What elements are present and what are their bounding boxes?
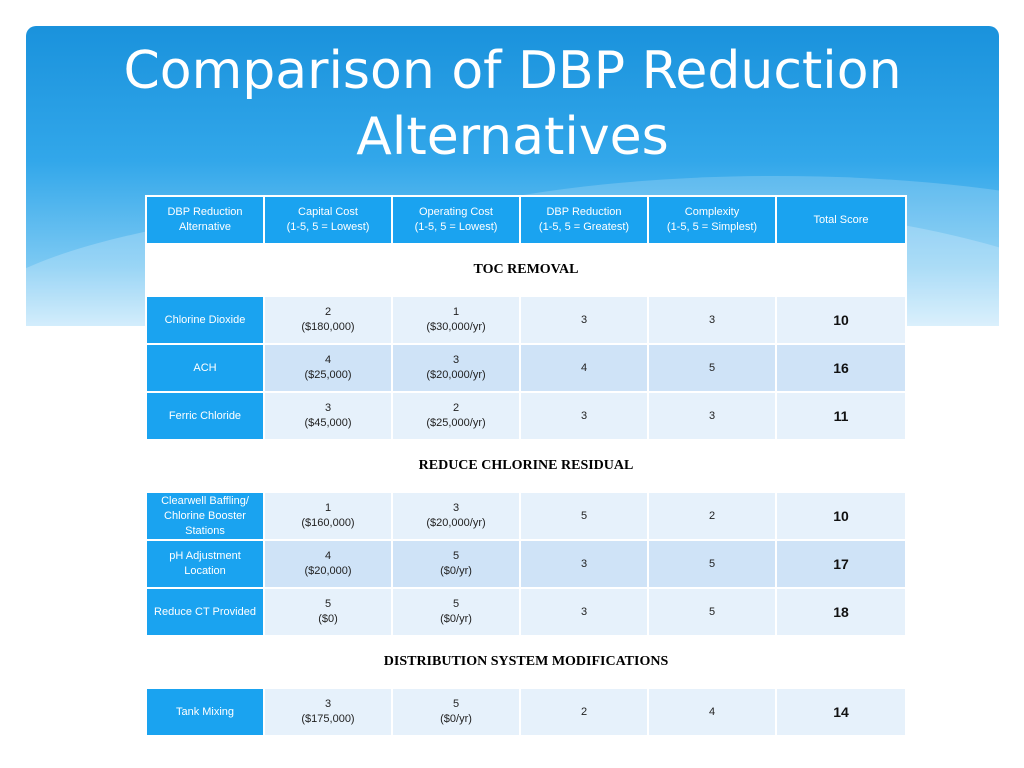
header-capital-cost: Capital Cost (1-5, 5 = Lowest) bbox=[263, 195, 393, 245]
dbp-reduction-cell: 3 bbox=[519, 295, 649, 345]
alternative-name: Ferric Chloride bbox=[145, 391, 265, 441]
table-row: ACH 4 ($25,000) 3 ($20,000/yr) 4 5 16 bbox=[145, 343, 907, 393]
section-row-toc-removal: TOC REMOVAL bbox=[145, 243, 907, 297]
section-row-reduce-chlorine-residual: REDUCE CHLORINE RESIDUAL bbox=[145, 439, 907, 493]
dbp-reduction-cell: 2 bbox=[519, 687, 649, 737]
header-alternative: DBP Reduction Alternative bbox=[145, 195, 265, 245]
operating-cost-cell: 2 ($25,000/yr) bbox=[391, 391, 521, 441]
complexity-cell: 3 bbox=[647, 295, 777, 345]
operating-cost-cell: 5 ($0/yr) bbox=[391, 687, 521, 737]
operating-cost-cell: 3 ($20,000/yr) bbox=[391, 491, 521, 541]
capital-cost-cell: 1 ($160,000) bbox=[263, 491, 393, 541]
capital-cost-cell: 4 ($25,000) bbox=[263, 343, 393, 393]
total-score-cell: 16 bbox=[775, 343, 907, 393]
section-title: TOC REMOVAL bbox=[145, 243, 907, 297]
capital-cost-cell: 3 ($175,000) bbox=[263, 687, 393, 737]
slide-title: Comparison of DBP Reduction Alternatives bbox=[26, 38, 999, 170]
complexity-cell: 5 bbox=[647, 539, 777, 589]
table-row: Clearwell Baffling/ Chlorine Booster Sta… bbox=[145, 491, 907, 541]
alternative-name: ACH bbox=[145, 343, 265, 393]
dbp-reduction-cell: 3 bbox=[519, 539, 649, 589]
alternative-name: Tank Mixing bbox=[145, 687, 265, 737]
alternative-name: Reduce CT Provided bbox=[145, 587, 265, 637]
operating-cost-cell: 3 ($20,000/yr) bbox=[391, 343, 521, 393]
header-dbp-reduction: DBP Reduction (1-5, 5 = Greatest) bbox=[519, 195, 649, 245]
table-row: Ferric Chloride 3 ($45,000) 2 ($25,000/yr)… bbox=[145, 391, 907, 441]
dbp-reduction-cell: 3 bbox=[519, 587, 649, 637]
alternative-name: Chlorine Dioxide bbox=[145, 295, 265, 345]
section-title: DISTRIBUTION SYSTEM MODIFICATIONS bbox=[145, 635, 907, 689]
slide-title-line: Comparison of DBP Reduction bbox=[123, 41, 902, 101]
capital-cost-cell: 2 ($180,000) bbox=[263, 295, 393, 345]
dbp-reduction-cell: 3 bbox=[519, 391, 649, 441]
complexity-cell: 5 bbox=[647, 343, 777, 393]
capital-cost-cell: 5 ($0) bbox=[263, 587, 393, 637]
operating-cost-cell: 1 ($30,000/yr) bbox=[391, 295, 521, 345]
dbp-reduction-cell: 4 bbox=[519, 343, 649, 393]
section-row-distribution-system-modifications: DISTRIBUTION SYSTEM MODIFICATIONS bbox=[145, 635, 907, 689]
comparison-table: DBP Reduction Alternative Capital Cost (… bbox=[145, 195, 907, 737]
header-operating-cost: Operating Cost (1-5, 5 = Lowest) bbox=[391, 195, 521, 245]
complexity-cell: 4 bbox=[647, 687, 777, 737]
dbp-reduction-cell: 5 bbox=[519, 491, 649, 541]
operating-cost-cell: 5 ($0/yr) bbox=[391, 539, 521, 589]
table-row: pH Adjustment Location 4 ($20,000) 5 ($0/y… bbox=[145, 539, 907, 589]
header-complexity: Complexity (1-5, 5 = Simplest) bbox=[647, 195, 777, 245]
table-header-row: DBP Reduction Alternative Capital Cost (… bbox=[145, 195, 907, 245]
alternative-name: Clearwell Baffling/ Chlorine Booster Sta… bbox=[145, 491, 265, 541]
table-row: Chlorine Dioxide 2 ($180,000) 1 ($30,000/y… bbox=[145, 295, 907, 345]
total-score-cell: 14 bbox=[775, 687, 907, 737]
total-score-cell: 17 bbox=[775, 539, 907, 589]
operating-cost-cell: 5 ($0/yr) bbox=[391, 587, 521, 637]
table-row: Tank Mixing 3 ($175,000) 5 ($0/yr) 2 4 14 bbox=[145, 687, 907, 737]
table-row: Reduce CT Provided 5 ($0) 5 ($0/yr) 3 5 18 bbox=[145, 587, 907, 637]
capital-cost-cell: 4 ($20,000) bbox=[263, 539, 393, 589]
section-title: REDUCE CHLORINE RESIDUAL bbox=[145, 439, 907, 493]
complexity-cell: 3 bbox=[647, 391, 777, 441]
total-score-cell: 18 bbox=[775, 587, 907, 637]
complexity-cell: 5 bbox=[647, 587, 777, 637]
slide-title-line: Alternatives bbox=[356, 107, 669, 167]
comparison-table-container: DBP Reduction Alternative Capital Cost (… bbox=[145, 195, 907, 737]
total-score-cell: 11 bbox=[775, 391, 907, 441]
total-score-cell: 10 bbox=[775, 491, 907, 541]
capital-cost-cell: 3 ($45,000) bbox=[263, 391, 393, 441]
header-total-score: Total Score bbox=[775, 195, 907, 245]
complexity-cell: 2 bbox=[647, 491, 777, 541]
alternative-name: pH Adjustment Location bbox=[145, 539, 265, 589]
total-score-cell: 10 bbox=[775, 295, 907, 345]
